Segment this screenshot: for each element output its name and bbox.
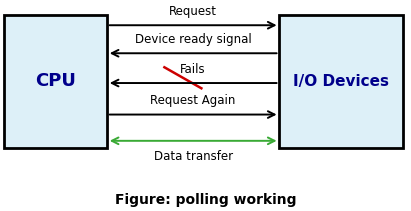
Text: Data transfer: Data transfer <box>154 150 233 163</box>
Text: CPU: CPU <box>35 72 76 90</box>
Text: Device ready signal: Device ready signal <box>135 33 252 46</box>
FancyBboxPatch shape <box>4 15 107 148</box>
Text: I/O Devices: I/O Devices <box>293 74 389 89</box>
Text: Fails: Fails <box>180 62 206 76</box>
Text: Request Again: Request Again <box>150 94 236 107</box>
Text: Request: Request <box>169 5 217 18</box>
Text: Figure: polling working: Figure: polling working <box>115 193 296 207</box>
FancyBboxPatch shape <box>279 15 403 148</box>
